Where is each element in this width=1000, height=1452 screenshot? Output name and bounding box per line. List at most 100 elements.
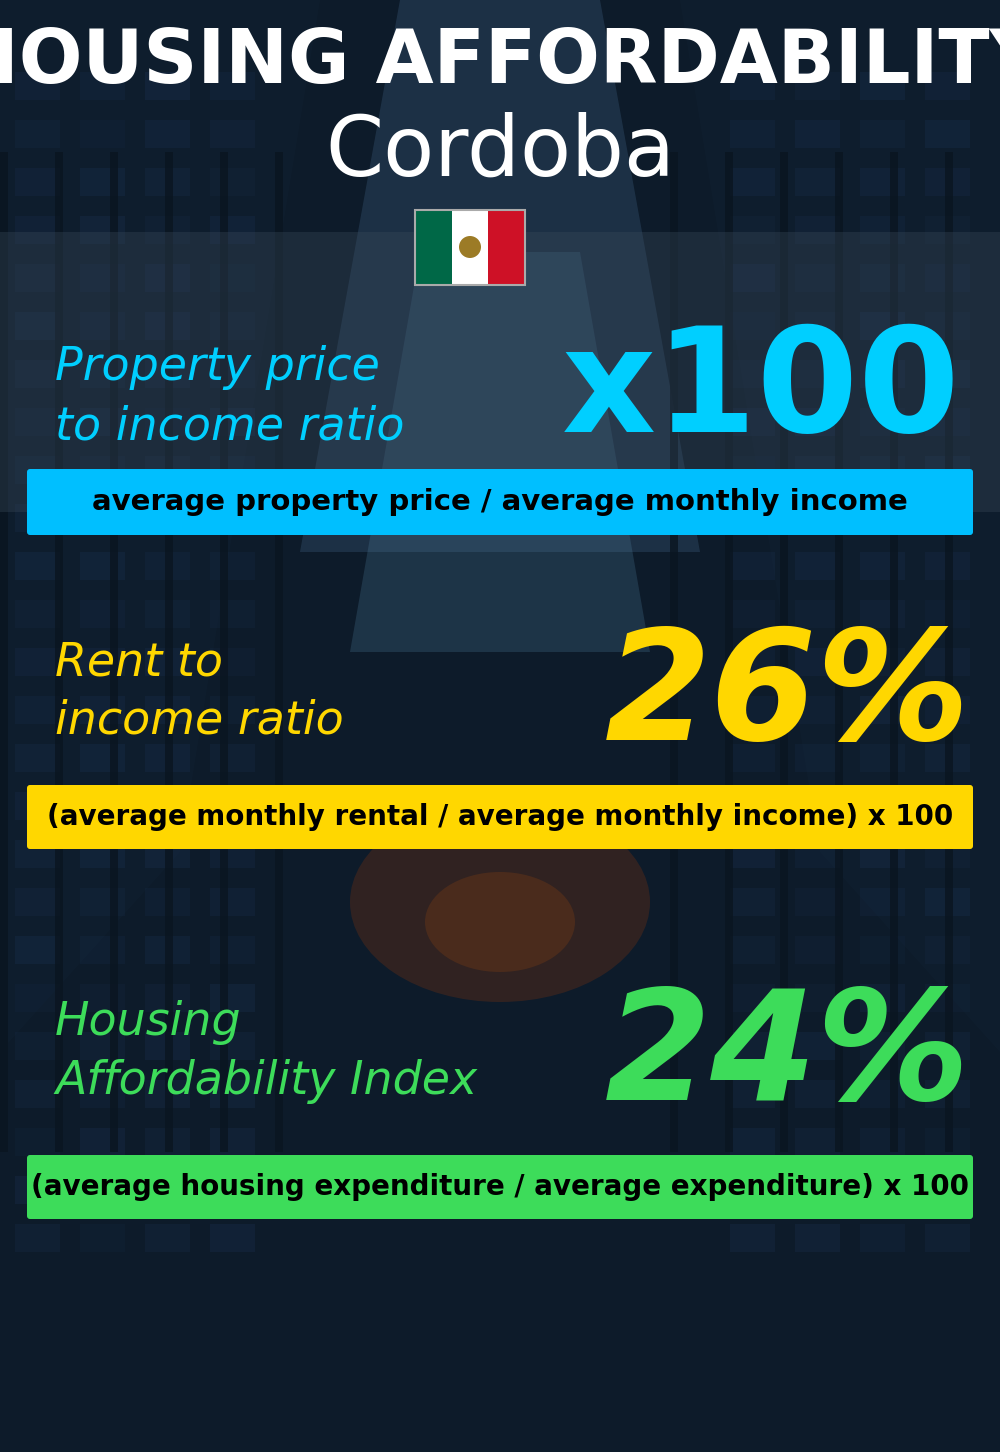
Bar bbox=[145, 73, 190, 100]
Bar bbox=[0, 232, 1000, 513]
Text: Cordoba: Cordoba bbox=[325, 112, 675, 193]
Bar bbox=[730, 696, 775, 725]
Bar bbox=[15, 552, 60, 579]
Bar bbox=[80, 216, 125, 244]
Bar bbox=[15, 1032, 60, 1060]
Bar bbox=[80, 360, 125, 388]
Bar bbox=[925, 121, 970, 148]
Bar bbox=[795, 73, 840, 100]
Bar bbox=[860, 1080, 905, 1108]
Bar bbox=[925, 312, 970, 340]
Bar bbox=[415, 209, 525, 285]
Bar bbox=[860, 937, 905, 964]
Bar bbox=[210, 841, 255, 868]
Bar bbox=[145, 552, 190, 579]
Bar bbox=[730, 743, 775, 772]
Bar bbox=[795, 552, 840, 579]
Bar bbox=[925, 937, 970, 964]
Ellipse shape bbox=[425, 873, 575, 971]
Bar bbox=[795, 360, 840, 388]
Circle shape bbox=[459, 237, 481, 258]
Bar bbox=[730, 360, 775, 388]
Bar bbox=[730, 1224, 775, 1252]
Bar bbox=[80, 1176, 125, 1204]
Text: (average housing expenditure / average expenditure) x 100: (average housing expenditure / average e… bbox=[31, 1173, 969, 1201]
Bar bbox=[730, 168, 775, 196]
Bar bbox=[925, 984, 970, 1012]
Bar bbox=[145, 1080, 190, 1108]
Bar bbox=[80, 600, 125, 629]
Bar bbox=[730, 889, 775, 916]
Bar bbox=[860, 841, 905, 868]
Bar bbox=[110, 152, 118, 1151]
Bar bbox=[210, 1080, 255, 1108]
Bar bbox=[210, 408, 255, 436]
Bar bbox=[925, 552, 970, 579]
Bar bbox=[210, 1128, 255, 1156]
Bar bbox=[795, 264, 840, 292]
Bar bbox=[210, 984, 255, 1012]
Bar bbox=[795, 1224, 840, 1252]
Bar bbox=[80, 743, 125, 772]
Bar bbox=[80, 1128, 125, 1156]
Bar bbox=[15, 312, 60, 340]
Bar bbox=[210, 1032, 255, 1060]
Bar bbox=[80, 312, 125, 340]
Bar bbox=[730, 264, 775, 292]
Bar bbox=[210, 937, 255, 964]
Bar bbox=[795, 121, 840, 148]
Bar bbox=[860, 791, 905, 820]
Bar bbox=[730, 216, 775, 244]
Bar bbox=[145, 121, 190, 148]
Bar bbox=[795, 1176, 840, 1204]
Bar bbox=[860, 1176, 905, 1204]
Bar bbox=[80, 889, 125, 916]
Bar bbox=[210, 121, 255, 148]
Bar bbox=[795, 312, 840, 340]
Bar bbox=[860, 264, 905, 292]
Bar bbox=[725, 152, 733, 1151]
Bar bbox=[795, 600, 840, 629]
Polygon shape bbox=[350, 253, 650, 652]
Bar bbox=[80, 1224, 125, 1252]
Bar bbox=[145, 360, 190, 388]
Bar bbox=[925, 791, 970, 820]
Bar bbox=[795, 743, 840, 772]
Bar bbox=[145, 889, 190, 916]
Bar bbox=[80, 121, 125, 148]
Bar bbox=[15, 984, 60, 1012]
Bar bbox=[15, 408, 60, 436]
Bar bbox=[145, 791, 190, 820]
Bar bbox=[80, 648, 125, 677]
Bar bbox=[730, 600, 775, 629]
Bar bbox=[795, 1080, 840, 1108]
Bar bbox=[80, 552, 125, 579]
Bar bbox=[860, 1128, 905, 1156]
Bar bbox=[860, 600, 905, 629]
Bar bbox=[860, 216, 905, 244]
Bar bbox=[15, 841, 60, 868]
Bar bbox=[730, 1032, 775, 1060]
Text: HOUSING AFFORDABILITY: HOUSING AFFORDABILITY bbox=[0, 26, 1000, 99]
Bar bbox=[860, 73, 905, 100]
Bar bbox=[730, 552, 775, 579]
Bar bbox=[925, 743, 970, 772]
Bar bbox=[15, 889, 60, 916]
Bar bbox=[145, 1224, 190, 1252]
Bar bbox=[145, 841, 190, 868]
Bar bbox=[925, 168, 970, 196]
Text: (average monthly rental / average monthly income) x 100: (average monthly rental / average monthl… bbox=[47, 803, 953, 831]
Bar bbox=[210, 1176, 255, 1204]
Bar bbox=[15, 1080, 60, 1108]
Bar bbox=[210, 743, 255, 772]
Bar bbox=[860, 889, 905, 916]
Bar bbox=[210, 73, 255, 100]
Bar bbox=[15, 264, 60, 292]
Bar bbox=[860, 743, 905, 772]
Bar bbox=[210, 456, 255, 484]
Bar bbox=[925, 504, 970, 531]
Bar bbox=[925, 1176, 970, 1204]
Bar bbox=[145, 984, 190, 1012]
Bar bbox=[15, 600, 60, 629]
Bar bbox=[730, 312, 775, 340]
